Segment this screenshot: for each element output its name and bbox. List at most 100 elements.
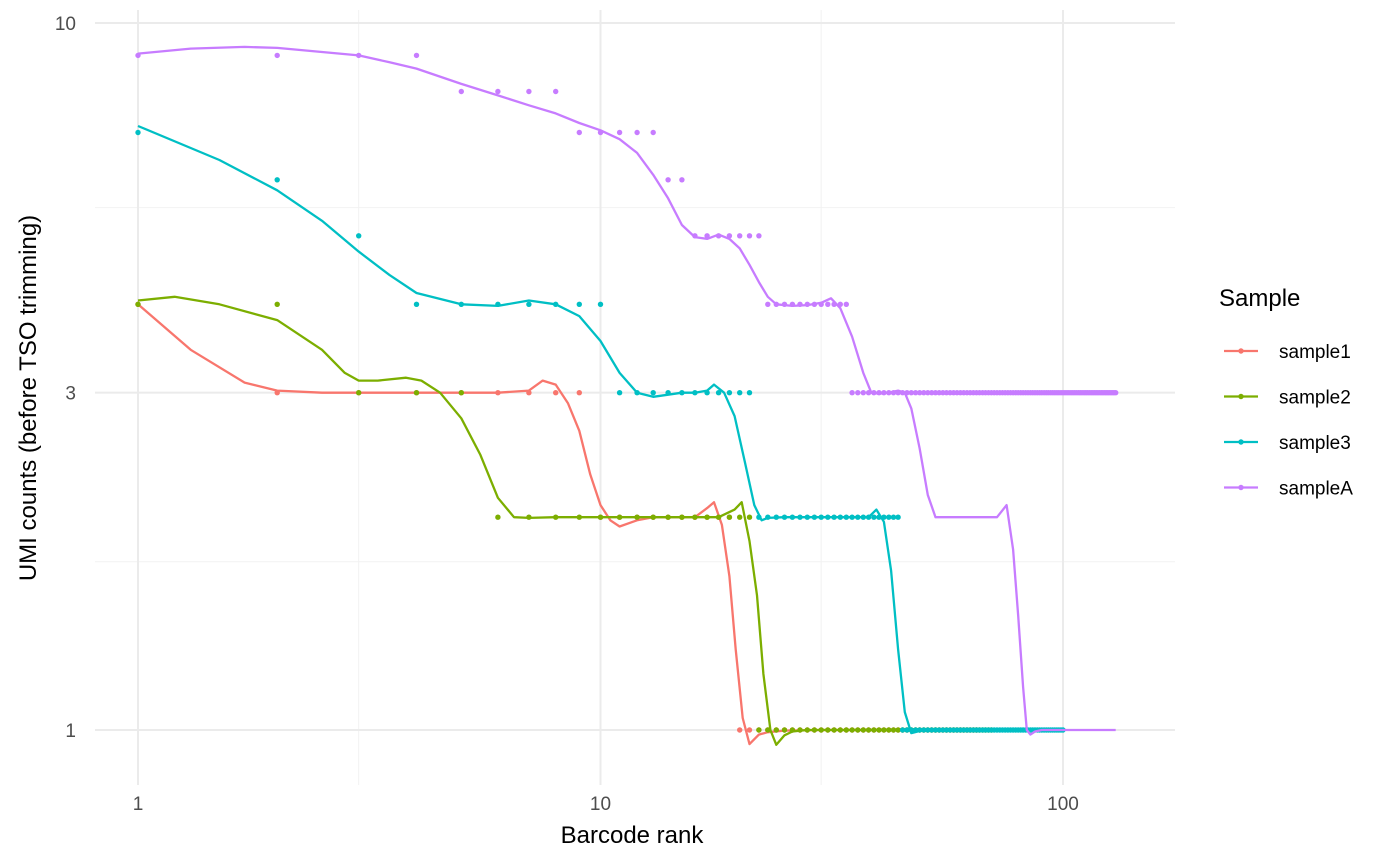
data-point [899, 390, 906, 396]
data-point [895, 514, 901, 520]
data-point [495, 514, 501, 520]
data-point [526, 301, 532, 307]
data-point [726, 390, 733, 396]
data-point [526, 390, 532, 396]
data-point [413, 52, 420, 59]
data-point [679, 177, 685, 183]
data-point [553, 514, 559, 520]
data-point [616, 390, 623, 396]
data-point [890, 727, 897, 733]
data-point [553, 88, 559, 95]
data-point [837, 727, 843, 733]
data-point [890, 390, 897, 396]
data-point [781, 514, 788, 520]
data-point [526, 88, 532, 95]
data-point [135, 52, 141, 59]
data-point [895, 727, 901, 733]
data-point [274, 301, 280, 307]
legend-key-point [1238, 439, 1244, 445]
data-point [634, 129, 640, 136]
data-point [876, 727, 882, 733]
data-point [881, 727, 887, 733]
data-point [804, 514, 810, 520]
data-point [837, 514, 843, 520]
x-tick-label: 1 [133, 794, 144, 815]
data-point [797, 727, 803, 733]
series-sampleA [135, 45, 1119, 736]
data-point [413, 390, 420, 396]
smooth-line-sample1 [137, 303, 977, 746]
data-point [679, 514, 685, 520]
legend-title: Sample [1219, 285, 1300, 312]
data-point [597, 129, 604, 136]
data-point [929, 390, 935, 396]
data-point [811, 301, 818, 307]
data-point [692, 233, 698, 239]
data-point [789, 301, 796, 307]
data-point [597, 514, 604, 520]
data-point [274, 177, 280, 183]
data-point [274, 390, 280, 396]
data-point [773, 301, 779, 307]
data-point [665, 514, 671, 520]
data-point [665, 177, 671, 183]
data-point [912, 390, 919, 396]
data-point [865, 390, 872, 396]
data-point [917, 390, 923, 396]
x-tick-label: 10 [590, 794, 611, 815]
data-point [825, 727, 831, 733]
minor-gridlines [95, 10, 1175, 785]
data-point [865, 727, 872, 733]
data-point [811, 727, 818, 733]
data-point [737, 233, 743, 239]
legend-item-sample1: sample1 [1224, 342, 1351, 363]
y-tick-label: 10 [55, 14, 76, 35]
data-point [458, 390, 464, 396]
data-point [413, 301, 420, 307]
data-point [881, 390, 887, 396]
data-point [495, 390, 501, 396]
data-point [650, 129, 656, 136]
data-point [773, 514, 779, 520]
y-tick-label: 1 [65, 721, 76, 742]
data-point [553, 390, 559, 396]
data-point [881, 514, 887, 520]
legend-label: sample2 [1279, 388, 1351, 409]
data-point [895, 390, 901, 396]
data-point [746, 514, 753, 520]
data-point [765, 727, 771, 733]
y-axis-title: UMI counts (before TSO trimming) [15, 215, 42, 581]
legend-label: sampleA [1279, 479, 1353, 500]
x-axis-ticks: 1 10 100 [133, 794, 1079, 815]
data-point [650, 514, 656, 520]
data-point [860, 727, 866, 733]
data-point [917, 727, 923, 733]
data-point [765, 514, 771, 520]
data-point [634, 390, 640, 396]
data-point [650, 390, 656, 396]
y-axis-ticks: 1 3 10 [55, 14, 76, 742]
series-layer [135, 45, 1119, 746]
data-point [899, 727, 906, 733]
data-point [715, 390, 722, 396]
data-point [704, 514, 710, 520]
data-point [831, 514, 837, 520]
data-point [616, 514, 623, 520]
data-point [886, 514, 892, 520]
data-point [932, 390, 939, 396]
data-point [458, 301, 464, 307]
legend-label: sample1 [1279, 342, 1351, 363]
data-point [843, 727, 849, 733]
data-point [553, 301, 559, 307]
data-point [921, 390, 927, 396]
data-point [804, 301, 810, 307]
data-point [274, 52, 280, 59]
data-point [1113, 390, 1119, 396]
data-point [936, 727, 942, 733]
data-point [576, 390, 582, 396]
data-point [756, 727, 762, 733]
data-point [818, 301, 824, 307]
data-point [929, 727, 935, 733]
data-point [936, 390, 942, 396]
